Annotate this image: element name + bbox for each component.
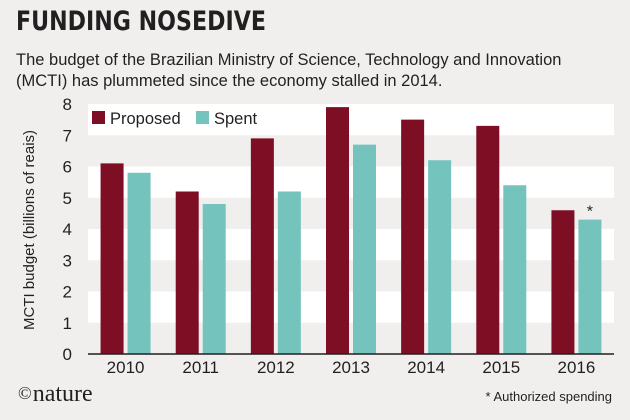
grid-band-3 xyxy=(88,229,614,261)
bar-spent-2013 xyxy=(353,144,376,354)
x-tick-labels: 2010 2011 2012 2013 2014 2015 2016 xyxy=(107,358,596,377)
y-tick-label: 1 xyxy=(63,314,72,333)
legend-label-spent: Spent xyxy=(214,110,258,128)
y-axis-label: MCTI budget (billions of reais) xyxy=(21,130,38,330)
legend-label-proposed: Proposed xyxy=(110,110,181,128)
y-tick-label: 2 xyxy=(63,283,72,302)
grid-band-7 xyxy=(88,104,614,136)
x-tick-label: 2014 xyxy=(407,358,445,377)
annotations-group: * xyxy=(587,204,593,221)
legend: Proposed Spent xyxy=(92,110,258,128)
y-tick-label: 6 xyxy=(63,158,72,177)
bar-proposed-2012 xyxy=(250,138,274,354)
x-tick-label: 2016 xyxy=(558,358,596,377)
y-tick-label: 3 xyxy=(63,251,72,270)
x-tick-label: 2010 xyxy=(107,358,145,377)
plot-bands xyxy=(88,104,614,323)
x-tick-label: 2011 xyxy=(182,358,219,377)
x-tick-label: 2015 xyxy=(482,358,520,377)
bar-proposed-2014 xyxy=(401,119,425,354)
bar-proposed-2011 xyxy=(175,191,199,354)
bar-spent-2011 xyxy=(202,204,226,354)
y-tick-label: 8 xyxy=(63,95,72,114)
grid-band-5 xyxy=(88,166,614,198)
y-tick-label: 4 xyxy=(63,220,72,239)
bar-spent-2014 xyxy=(428,160,452,354)
x-tick-label: 2012 xyxy=(257,358,295,377)
y-tick-labels: 0 1 2 3 4 5 6 7 8 xyxy=(63,95,72,364)
bar-proposed-2016 xyxy=(551,210,575,354)
annotation-asterisk: * xyxy=(587,204,593,221)
grid-band-1 xyxy=(88,291,614,323)
legend-swatch-proposed xyxy=(92,111,105,124)
bar-proposed-2015 xyxy=(476,125,500,354)
bar-spent-2016 xyxy=(578,219,602,354)
bar-spent-2010 xyxy=(127,172,151,354)
y-tick-label: 0 xyxy=(63,345,72,364)
footnote: * Authorized spending xyxy=(485,389,612,404)
chart-subtitle: The budget of the Brazilian Ministry of … xyxy=(16,51,562,90)
chart-title: FUNDING NOSEDIVE xyxy=(16,6,266,37)
bars-group xyxy=(100,107,602,354)
legend-swatch-spent xyxy=(196,111,209,124)
y-tick-label: 7 xyxy=(63,126,72,145)
bar-proposed-2010 xyxy=(100,163,124,354)
bar-spent-2015 xyxy=(503,185,527,354)
y-tick-label: 5 xyxy=(63,189,72,208)
bar-spent-2012 xyxy=(277,191,301,354)
bar-proposed-2013 xyxy=(326,107,349,354)
x-tick-label: 2013 xyxy=(332,358,370,377)
nature-logo: ©nature xyxy=(18,381,93,407)
